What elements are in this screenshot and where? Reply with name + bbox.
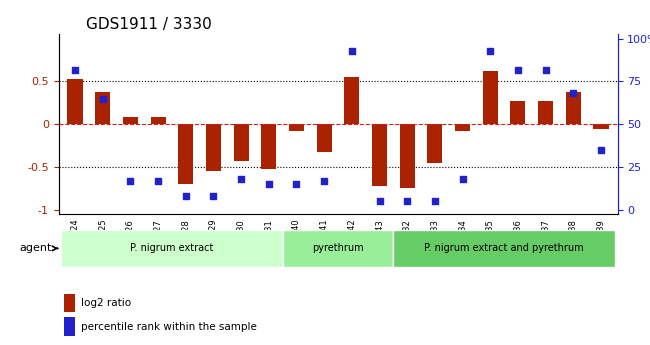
Point xyxy=(125,178,136,183)
Point xyxy=(485,48,495,53)
Bar xyxy=(510,101,525,124)
Bar xyxy=(64,317,75,335)
Bar xyxy=(427,124,443,162)
Point xyxy=(70,67,81,72)
Point xyxy=(153,178,163,183)
Point xyxy=(402,198,412,204)
Bar xyxy=(455,124,470,131)
Text: percentile rank within the sample: percentile rank within the sample xyxy=(81,322,257,332)
Bar xyxy=(233,124,249,161)
Point xyxy=(540,67,551,72)
Bar xyxy=(151,117,166,124)
Point xyxy=(291,181,302,187)
Bar xyxy=(178,124,194,184)
Point xyxy=(513,67,523,72)
Bar xyxy=(68,79,83,124)
Point xyxy=(208,193,218,199)
Point xyxy=(181,193,191,199)
FancyBboxPatch shape xyxy=(283,230,393,267)
Point xyxy=(430,198,440,204)
Bar xyxy=(317,124,332,152)
Bar xyxy=(261,124,276,169)
FancyBboxPatch shape xyxy=(61,230,283,267)
Point xyxy=(98,96,108,101)
Point xyxy=(264,181,274,187)
Point xyxy=(374,198,385,204)
Bar xyxy=(344,77,359,124)
Point xyxy=(595,147,606,152)
Text: pyrethrum: pyrethrum xyxy=(312,244,364,253)
Text: P. nigrum extract: P. nigrum extract xyxy=(130,244,214,253)
Bar xyxy=(206,124,221,171)
Text: P. nigrum extract and pyrethrum: P. nigrum extract and pyrethrum xyxy=(424,244,584,253)
Point xyxy=(236,176,246,181)
Point xyxy=(458,176,468,181)
Bar xyxy=(482,71,498,124)
Text: log2 ratio: log2 ratio xyxy=(81,298,131,308)
Point xyxy=(346,48,357,53)
Point xyxy=(319,178,330,183)
Point xyxy=(568,91,578,96)
Bar xyxy=(566,92,581,124)
Bar xyxy=(538,101,553,124)
Text: agent: agent xyxy=(20,244,57,253)
Text: GDS1911 / 3330: GDS1911 / 3330 xyxy=(86,17,212,32)
Bar xyxy=(289,124,304,131)
FancyBboxPatch shape xyxy=(393,230,615,267)
Bar xyxy=(95,92,110,124)
Bar xyxy=(64,294,75,312)
Bar xyxy=(400,124,415,188)
Bar xyxy=(372,124,387,186)
Bar xyxy=(123,117,138,124)
Bar xyxy=(593,124,608,129)
